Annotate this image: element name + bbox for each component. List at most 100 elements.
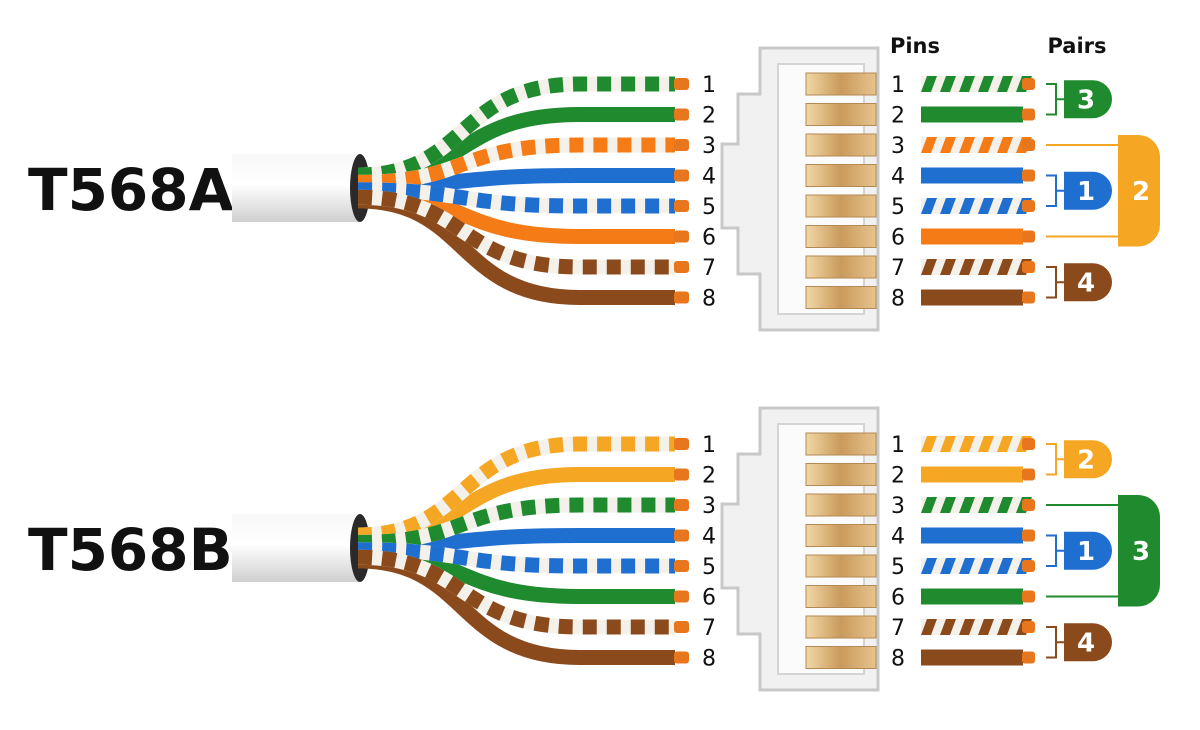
pair-badge <box>1064 623 1112 662</box>
copper-tip <box>1022 230 1035 243</box>
pair-number: 3 <box>1077 85 1095 115</box>
connector-contact <box>805 225 877 248</box>
pinout-row-1: 1 <box>891 73 1035 98</box>
copper-tip <box>1022 560 1035 572</box>
wire-7: 7 <box>357 549 716 641</box>
wire-segment <box>921 588 1023 605</box>
wire-pin-label: 6 <box>702 586 716 611</box>
pair-2-bracket: 2 <box>1046 440 1112 479</box>
connector-contact <box>805 103 877 126</box>
wire-pin-label: 2 <box>702 464 716 489</box>
copper-tip <box>674 139 689 151</box>
pair-number: 3 <box>1132 537 1150 567</box>
pair-badge <box>1118 135 1160 247</box>
copper-tip <box>674 621 689 633</box>
pair-4-bracket: 4 <box>1046 623 1112 662</box>
wire-1: 1 <box>357 433 716 543</box>
wire-pin-label: 7 <box>702 616 716 641</box>
copper-tip <box>674 529 689 542</box>
wire-3: 3 <box>357 494 716 550</box>
pair-3-bracket: 3 <box>1046 495 1160 607</box>
wire-segment <box>921 649 1023 666</box>
copper-tip <box>674 230 689 243</box>
pair-1-bracket: 1 <box>1046 531 1112 570</box>
connector-contact <box>805 554 877 578</box>
pin-number: 6 <box>891 226 905 251</box>
pin-number: 7 <box>891 616 905 641</box>
pairs-header: Pairs <box>1047 34 1106 58</box>
pair-badge <box>1064 440 1112 479</box>
copper-tip <box>1022 438 1035 450</box>
connector-contact <box>805 493 877 517</box>
pinout-row-3: 3 <box>891 134 1035 159</box>
pinout-row-4: 4 <box>891 165 1035 190</box>
pinout-row-7: 7 <box>891 256 1035 281</box>
pair-2-bracket: 2 <box>1046 135 1160 247</box>
wire-3: 3 <box>357 134 716 190</box>
wire-pin-label: 5 <box>702 195 716 220</box>
connector-contact <box>805 194 877 218</box>
pinout-row-3: 3 <box>891 494 1035 519</box>
copper-tip <box>1022 139 1035 151</box>
pin-number: 2 <box>891 464 905 489</box>
wire-7: 7 <box>357 189 716 281</box>
pin-number: 3 <box>891 134 905 159</box>
copper-tip <box>674 78 689 90</box>
pin-number: 5 <box>891 555 905 580</box>
pair-number: 4 <box>1077 268 1095 298</box>
pair-badge <box>1064 531 1112 570</box>
wire-segment <box>921 167 1023 184</box>
pair-number: 1 <box>1077 177 1095 207</box>
wire-pin-label: 1 <box>702 433 716 458</box>
copper-tip <box>674 560 689 572</box>
copper-tip <box>674 169 689 182</box>
connector-layer <box>720 46 880 692</box>
pair-number: 4 <box>1077 628 1095 658</box>
wire-5: 5 <box>357 182 716 220</box>
pin-number: 8 <box>891 647 905 672</box>
copper-tip <box>1022 468 1035 481</box>
rj45-connector <box>720 406 880 692</box>
connector-contact <box>805 646 877 669</box>
copper-tip <box>1022 651 1035 664</box>
copper-tip <box>1022 291 1035 304</box>
pin-number: 8 <box>891 287 905 312</box>
copper-tip <box>674 291 689 304</box>
wire-pin-label: 2 <box>702 104 716 129</box>
copper-tip <box>1022 108 1035 121</box>
pair-badge <box>1064 171 1112 210</box>
pin-number: 4 <box>891 165 905 190</box>
pin-number: 4 <box>891 525 905 550</box>
wire-pin-label: 7 <box>702 256 716 281</box>
wire-pin-label: 4 <box>702 525 716 550</box>
copper-tip <box>1022 261 1035 273</box>
pin-number: 6 <box>891 586 905 611</box>
wire-pin-label: 6 <box>702 226 716 251</box>
pair-4-bracket: 4 <box>1046 263 1112 302</box>
copper-tip <box>674 200 689 212</box>
rj45-connector <box>720 46 880 332</box>
cable-jacket <box>232 154 360 222</box>
wire-pin-label: 8 <box>702 287 716 312</box>
pin-number: 1 <box>891 73 905 98</box>
pinout-row-2: 2 <box>891 464 1035 489</box>
wire-1: 1 <box>357 73 716 183</box>
pair-number: 2 <box>1077 445 1095 475</box>
standard-title: T568B <box>28 516 233 584</box>
copper-tip <box>1022 169 1035 182</box>
pin-number: 5 <box>891 195 905 220</box>
wire-pin-label: 3 <box>702 134 716 159</box>
pinout-layer: 1 2 3 4 5 6 7 8 3 2 1 4 1 2 3 4 5 6 7 8 2 3 1 4 <box>891 73 1160 672</box>
copper-tip <box>674 438 689 450</box>
pinout-row-6: 6 <box>891 586 1035 611</box>
connector-contact <box>805 286 877 309</box>
wire-segment <box>921 466 1023 483</box>
copper-tip <box>1022 78 1035 90</box>
wire-pin-label: 5 <box>702 555 716 580</box>
connector-contact <box>805 133 877 157</box>
connector-contact <box>805 615 877 639</box>
connector-contact <box>805 524 877 547</box>
copper-tip <box>1022 590 1035 603</box>
pinout-row-1: 1 <box>891 433 1035 458</box>
